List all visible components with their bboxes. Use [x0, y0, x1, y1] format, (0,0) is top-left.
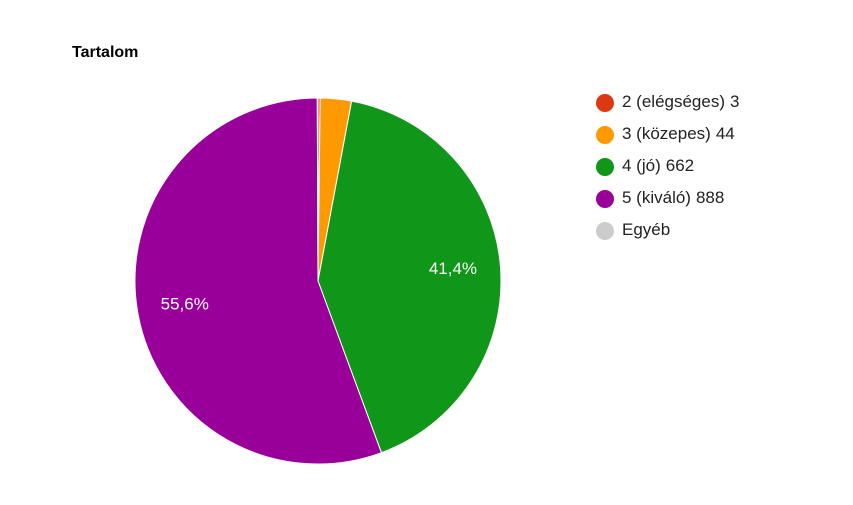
legend-category: 4 (jó): [622, 156, 661, 175]
legend-value: 3: [730, 92, 739, 111]
pie-slice: [134, 97, 383, 465]
legend-marker: [596, 190, 614, 208]
legend-label: 5 (kiváló) 888: [622, 188, 724, 207]
legend-category: 3 (közepes): [622, 124, 711, 143]
legend-value: 662: [666, 156, 694, 175]
slice-label: 41,4%: [429, 259, 477, 278]
legend-value: 44: [716, 124, 735, 143]
slice-label: 55,6%: [161, 295, 209, 314]
legend-label: 4 (jó) 662: [622, 156, 694, 175]
pie-slice: [317, 100, 502, 454]
legend-label: 2 (elégséges) 3: [622, 92, 739, 111]
legend-category: 5 (kiváló): [622, 188, 691, 207]
legend-category: Egyéb: [622, 220, 670, 239]
legend-category: 2 (elégséges): [622, 92, 725, 111]
legend-marker: [596, 158, 614, 176]
legend-marker: [596, 126, 614, 144]
pie-slice: [316, 97, 319, 282]
legend-label: Egyéb: [622, 220, 670, 239]
legend-label: 3 (közepes) 44: [622, 124, 735, 143]
legend-value: 888: [696, 188, 724, 207]
legend-marker: [596, 94, 614, 112]
chart-title: Tartalom: [72, 44, 138, 61]
legend-marker: [596, 222, 614, 240]
